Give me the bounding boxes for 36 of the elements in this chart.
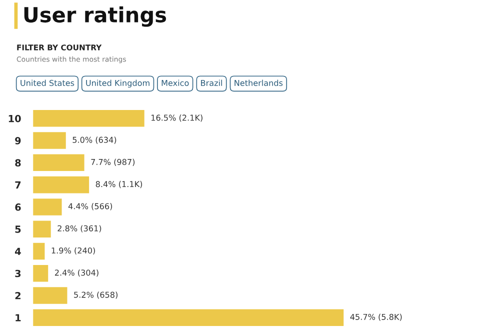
- y-tick-label: 1: [16, 314, 21, 322]
- bar: [32, 152, 86, 172]
- data-label: 8.4% (1.1K): [96, 180, 142, 188]
- bar: [32, 175, 90, 195]
- bar: [32, 264, 50, 284]
- text: United Kingdom: [86, 80, 150, 88]
- y-tick-label: 2: [15, 292, 20, 300]
- bar: [32, 286, 69, 306]
- bar: [32, 130, 68, 150]
- text: Brazil: [201, 80, 222, 86]
- chart-title: User ratings: [24, 6, 166, 27]
- bar: [32, 108, 146, 128]
- y-tick-label: 6: [15, 203, 21, 211]
- y-tick-label: 7: [15, 181, 21, 189]
- text: Mexico: [162, 80, 189, 86]
- data-label: 5.0% (634): [72, 136, 116, 144]
- data-label: 16.5% (2.1K): [151, 114, 202, 122]
- bar: [32, 219, 52, 239]
- data-label: 2.8% (361): [58, 225, 102, 232]
- bar: [32, 197, 64, 217]
- y-tick-label: 4: [14, 248, 21, 255]
- data-label: 7.7% (987): [91, 158, 135, 166]
- text: United States: [20, 80, 74, 86]
- text: Netherlands: [234, 80, 283, 86]
- y-tick-label: 10: [8, 114, 21, 122]
- bar: [32, 241, 46, 261]
- bar: [32, 308, 346, 328]
- data-label: 4.4% (566): [68, 203, 112, 210]
- y-tick-label: 5: [15, 226, 21, 233]
- data-label: 5.2% (658): [74, 292, 118, 299]
- data-label: 45.7% (5.8K): [350, 314, 402, 321]
- y-tick-label: 8: [15, 159, 21, 167]
- data-label: 2.4% (304): [54, 269, 98, 277]
- data-label: 1.9% (240): [52, 247, 95, 254]
- y-tick-label: 9: [15, 137, 21, 144]
- y-tick-label: 3: [15, 270, 21, 278]
